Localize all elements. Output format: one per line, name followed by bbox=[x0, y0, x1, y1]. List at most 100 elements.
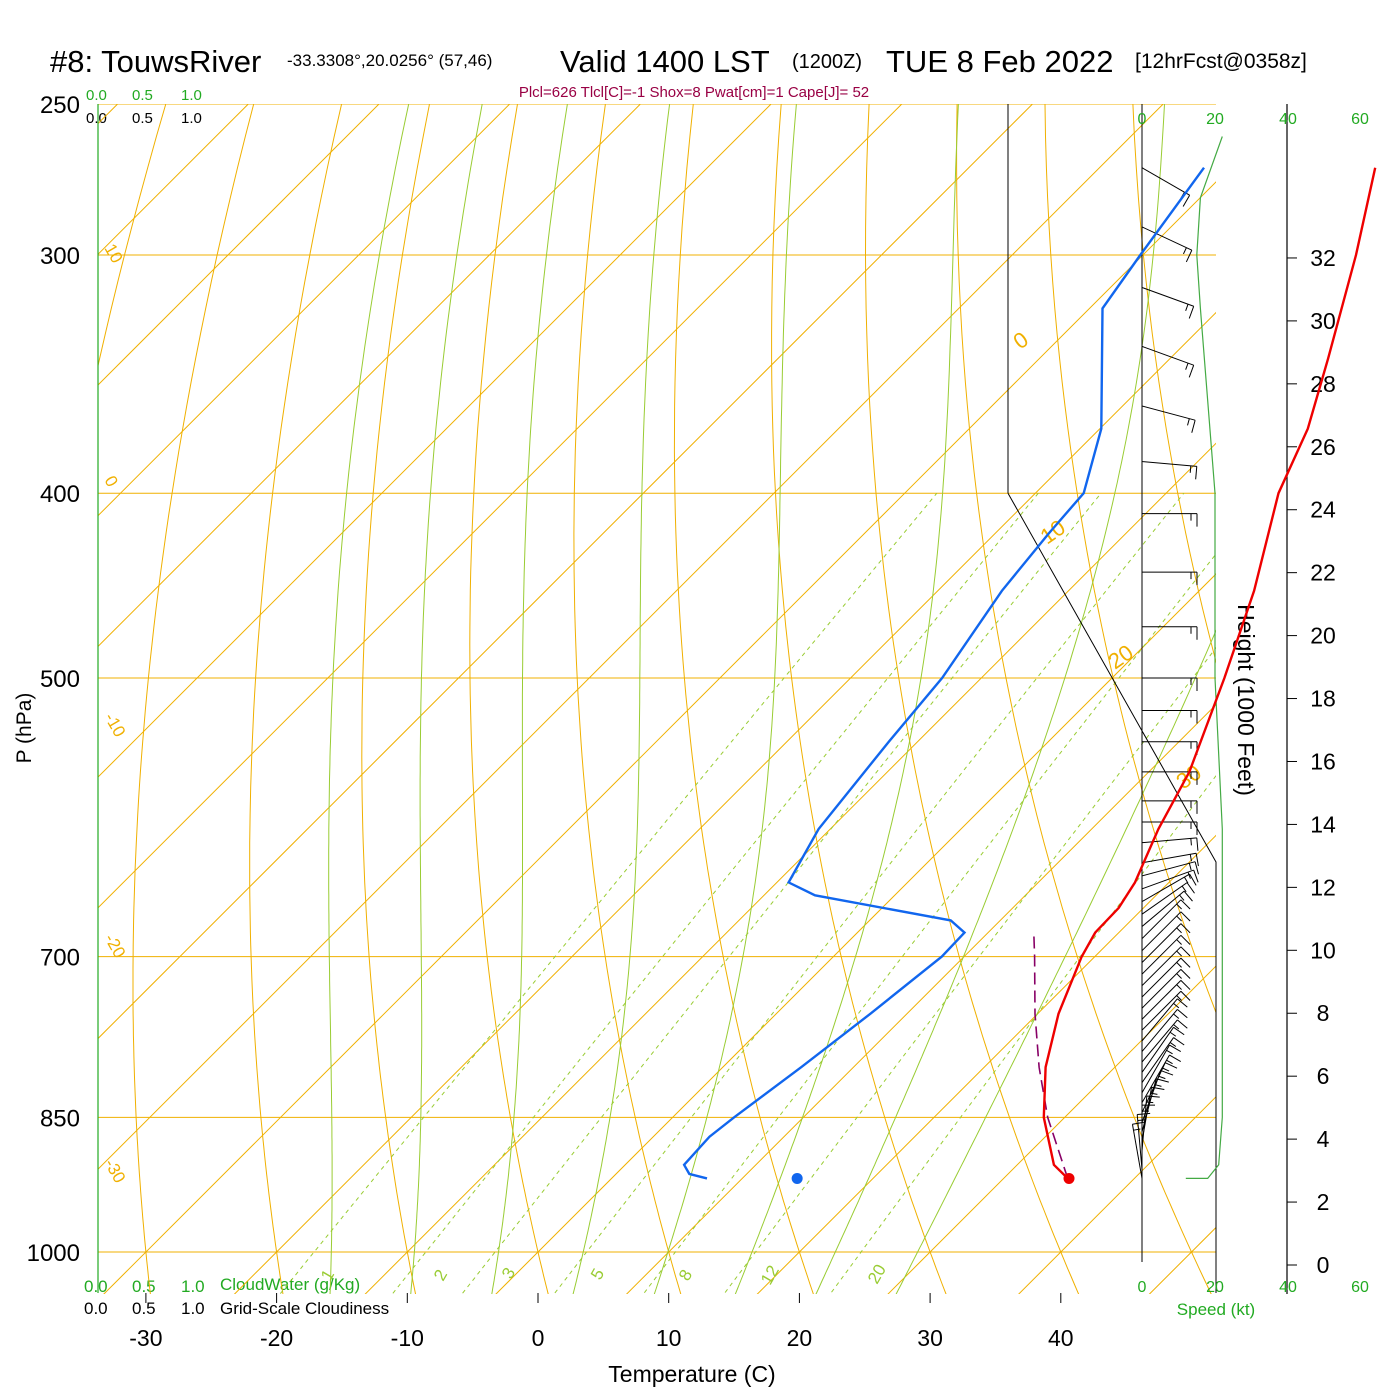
wind-barb bbox=[1141, 980, 1191, 1020]
y2-axis-title: Height (1000 Feet) bbox=[1233, 604, 1259, 796]
mixing-ratio-label: 2 bbox=[430, 1266, 451, 1284]
cloud-scale-top: 0.0 0.5 1.0 0.0 0.5 1.0 bbox=[86, 87, 202, 127]
height-tick-label: 32 bbox=[1310, 245, 1336, 271]
dry-adiabat-label: -10 bbox=[101, 710, 130, 741]
wind-barb-flag bbox=[1185, 249, 1193, 263]
mixing-ratio-label: 8 bbox=[675, 1266, 696, 1284]
isotherm-line bbox=[98, 104, 1164, 1170]
wind-barb-staff bbox=[1141, 968, 1182, 1009]
height-tick-label: 30 bbox=[1310, 308, 1336, 334]
isotherm-line bbox=[887, 965, 1216, 1294]
cloud-water-tick: 1.0 bbox=[181, 87, 202, 104]
wind-barb-half-flag bbox=[1173, 1003, 1180, 1009]
wind-barb-half-flag bbox=[1176, 903, 1182, 910]
wind-barb-half-flag bbox=[1176, 927, 1182, 934]
isotherm-line bbox=[233, 311, 1216, 1294]
wind-barb bbox=[1141, 167, 1191, 207]
dry-adiabat-line bbox=[249, 104, 343, 1294]
wind-barb-staff bbox=[1131, 1124, 1143, 1179]
wind-barb-flag bbox=[1169, 1044, 1182, 1052]
x-tick-label: 40 bbox=[1048, 1325, 1074, 1351]
pressure-tick-label: 250 bbox=[40, 92, 80, 119]
moist-adiabat-line bbox=[328, 104, 410, 1294]
wind-barb bbox=[1141, 1054, 1182, 1103]
isotherm-line bbox=[98, 104, 903, 909]
wind-barb bbox=[1142, 771, 1198, 785]
isotherm-line bbox=[756, 834, 1216, 1294]
wind-barb-staff bbox=[1141, 837, 1197, 844]
height-tick-label: 18 bbox=[1310, 686, 1336, 712]
isotherm-line bbox=[495, 573, 1216, 1294]
wind-barb-flag bbox=[1165, 1062, 1178, 1069]
moist-adiabat-label: 30 bbox=[1172, 760, 1206, 795]
wind-barb-half-flag bbox=[1190, 838, 1192, 846]
wind-barb-flag bbox=[1146, 1095, 1160, 1098]
isotherm-line bbox=[364, 442, 1216, 1294]
moist-adiabat-label: 20 bbox=[1104, 640, 1138, 675]
wind-barb-flag bbox=[1191, 420, 1196, 433]
wind-barb bbox=[1141, 890, 1193, 927]
wind-barb-staff bbox=[1141, 1037, 1174, 1083]
wind-barb bbox=[1141, 968, 1191, 1009]
wind-barb bbox=[1141, 873, 1197, 903]
wind-barb-half-flag bbox=[1137, 1119, 1145, 1122]
wind-barb-half-flag bbox=[1189, 465, 1192, 473]
sounding-profiles bbox=[682, 166, 1377, 1184]
wind-barb bbox=[1141, 934, 1191, 975]
wind-barb-staff bbox=[1141, 461, 1197, 467]
mixing-ratio-label: 20 bbox=[864, 1261, 890, 1287]
isotherm-line bbox=[98, 104, 772, 778]
wind-barb bbox=[1141, 1037, 1185, 1083]
height-tick-label: 10 bbox=[1310, 937, 1336, 963]
valid-time: Valid 1400 LST bbox=[560, 44, 770, 79]
pressure-tick-label: 500 bbox=[40, 666, 80, 693]
wind-barb-flag bbox=[1177, 998, 1188, 1008]
right-frame-slant bbox=[1007, 492, 1217, 1293]
wind-barb-staff bbox=[1141, 946, 1182, 987]
wind-barb-half-flag bbox=[1176, 995, 1182, 1001]
parcel-path-line bbox=[1033, 932, 1069, 1179]
wind-barb-half-flag bbox=[1158, 1075, 1166, 1080]
speed-axis-title: Speed (kt) bbox=[1177, 1300, 1255, 1319]
mixing-ratio-label: 12 bbox=[757, 1262, 783, 1288]
dry-adiabat-line bbox=[132, 104, 255, 1294]
forecast-date: TUE 8 Feb 2022 bbox=[886, 44, 1113, 79]
wind-barb-staff bbox=[1141, 911, 1182, 952]
wind-barb-staff bbox=[1141, 899, 1182, 940]
wind-barb-staff bbox=[1141, 226, 1193, 251]
wind-barb bbox=[1141, 911, 1191, 952]
surface-dewpoint-point bbox=[791, 1172, 803, 1184]
height-tick-label: 24 bbox=[1310, 497, 1336, 523]
speed-tick-label: 40 bbox=[1279, 1279, 1297, 1296]
wind-barb-flag bbox=[1177, 1019, 1188, 1029]
wind-barb-flag bbox=[1188, 306, 1195, 319]
pressure-tick-label: 300 bbox=[40, 243, 80, 270]
dry-adiabat-line bbox=[771, 104, 947, 1294]
wind-barb-flag bbox=[1156, 1078, 1169, 1083]
station-coords: -33.3308°,20.0256° (57,46) bbox=[287, 51, 492, 70]
wind-barb bbox=[1142, 741, 1198, 755]
wind-barb bbox=[1141, 990, 1191, 1031]
moist-adiabat-line bbox=[653, 104, 797, 1294]
wind-barb-half-flag bbox=[1187, 871, 1191, 879]
pressure-tick-label: 400 bbox=[40, 481, 80, 508]
wind-barb-flag bbox=[1180, 911, 1191, 922]
height-tick-label: 0 bbox=[1317, 1252, 1330, 1278]
wind-barb-staff bbox=[1141, 1027, 1174, 1073]
wind-barb-half-flag bbox=[1169, 1042, 1177, 1047]
wind-barb-staff bbox=[1141, 890, 1185, 927]
wind-barb-flag bbox=[1132, 1121, 1146, 1125]
wind-barb-flag bbox=[1180, 957, 1191, 968]
height-tick-label: 20 bbox=[1310, 623, 1336, 649]
cloud-scale-bottom: 0.0 0.5 1.0 CloudWater (g/Kg) 0.0 0.5 1.… bbox=[84, 1275, 389, 1318]
wind-barb-half-flag bbox=[1176, 939, 1182, 945]
dry-adiabat-line bbox=[573, 104, 682, 1294]
height-tick-label: 2 bbox=[1317, 1189, 1330, 1215]
wind-barb bbox=[1141, 998, 1188, 1042]
wind-barb-flag bbox=[1196, 837, 1199, 851]
dry-adiabat-label: -30 bbox=[101, 1156, 130, 1187]
height-tick-label: 26 bbox=[1310, 434, 1336, 460]
wind-barb-staff bbox=[1141, 345, 1194, 366]
cloudiness-tick: 1.0 bbox=[181, 110, 202, 127]
